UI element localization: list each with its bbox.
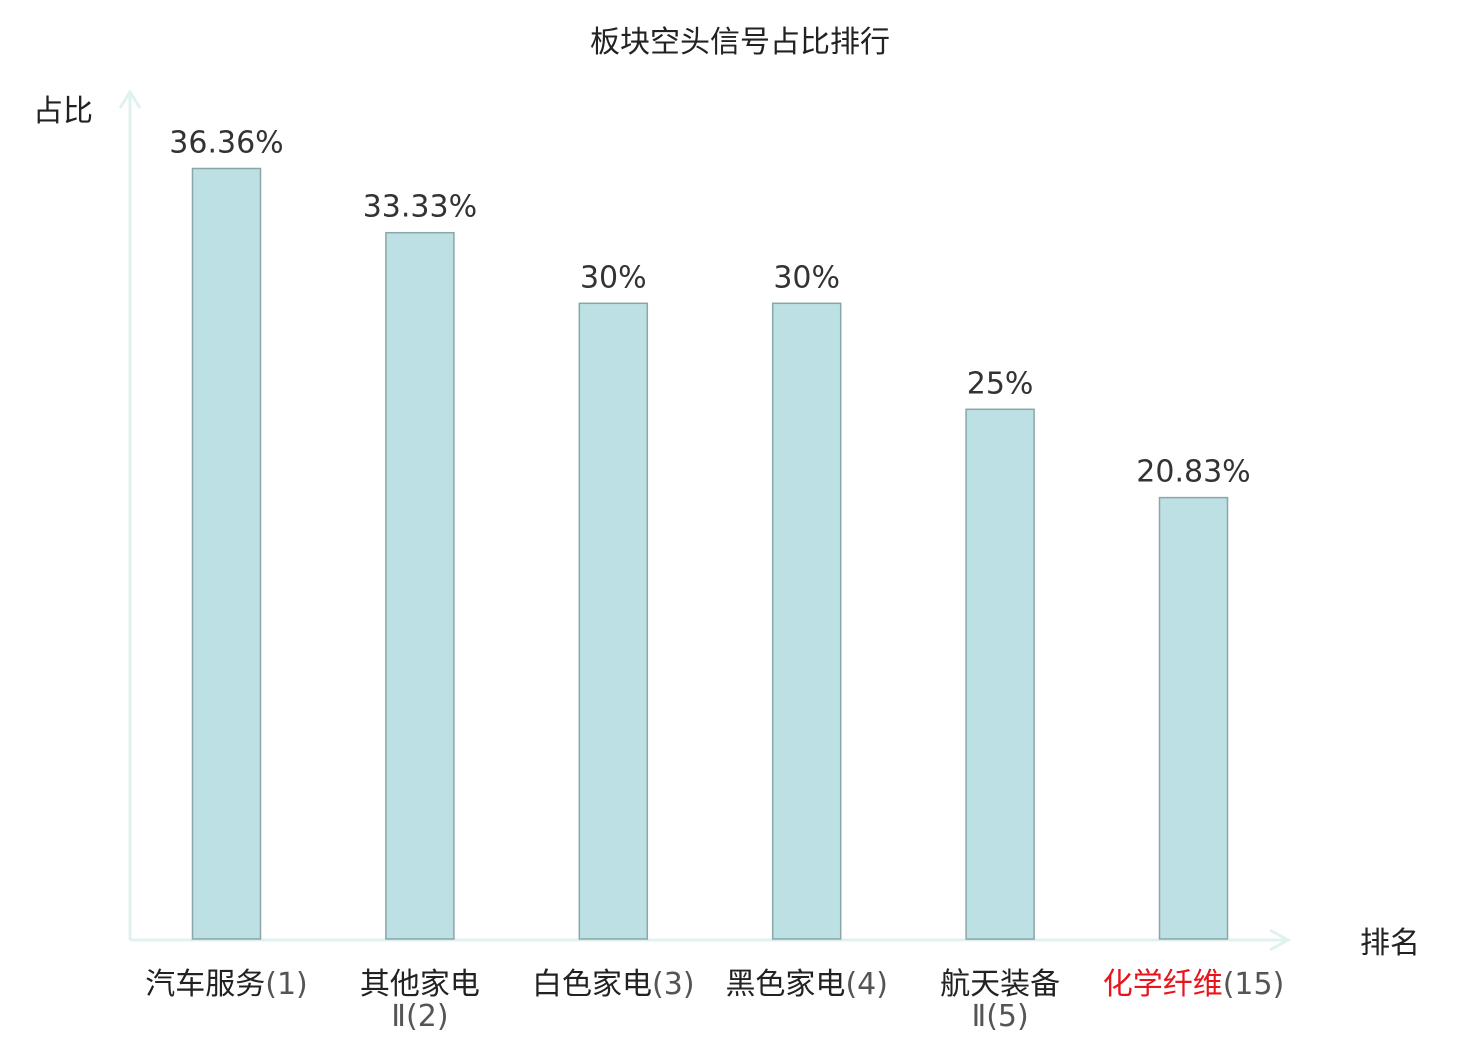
value-labels-group: 36.36% 33.33% 30% 30% 25% 20.83% [169, 126, 1250, 490]
bar-4 [965, 408, 1035, 940]
category-labels-group: 汽车服务(1) 其他家电 Ⅱ(2) 白色家电(3) 黑色家电(4) 航天装备 Ⅱ(5) 化学纤… [145, 967, 1284, 1034]
bar-3 [771, 302, 842, 940]
bar-1 [385, 231, 455, 940]
category-label-1: 其他家电 Ⅱ(2) [360, 967, 480, 1034]
value-label-5: 20.83% [1136, 455, 1250, 490]
value-label-1: 33.33% [363, 190, 477, 225]
value-label-2: 30% [580, 260, 647, 295]
x-axis-title: 排名 [1360, 926, 1420, 961]
bars-group [191, 167, 1229, 940]
category-label-3: 黑色家电(4) [725, 967, 888, 1002]
y-axis-title: 占比 [33, 94, 93, 129]
category-label-5: 化学纤维(15) [1103, 967, 1285, 1002]
bar-2 [578, 302, 649, 940]
y-axis-arrow-icon [118, 89, 142, 109]
category-label-0: 汽车服务(1) [145, 967, 308, 1002]
value-label-0: 36.36% [169, 126, 283, 161]
bar-0 [191, 167, 262, 940]
axes [118, 89, 1292, 952]
x-axis-arrow-icon [1269, 928, 1292, 952]
value-label-4: 25% [967, 366, 1034, 401]
category-label-4: 航天装备 Ⅱ(5) [940, 967, 1060, 1034]
bar-5 [1158, 496, 1229, 940]
category-label-2: 白色家电(3) [532, 967, 695, 1002]
chart-title: 板块空头信号占比排行 [590, 25, 890, 60]
value-label-3: 30% [773, 260, 840, 295]
